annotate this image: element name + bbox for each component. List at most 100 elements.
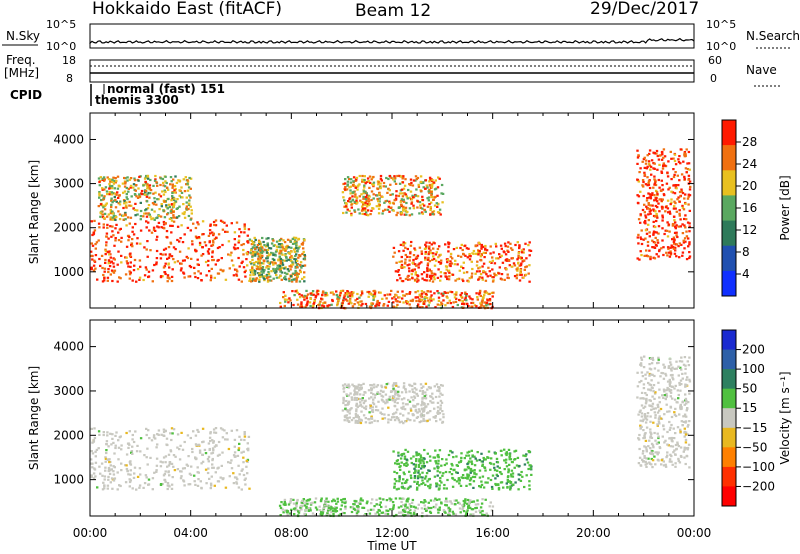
heatmap-cell	[414, 410, 418, 413]
heatmap-cell	[366, 290, 369, 294]
heatmap-cell	[453, 263, 456, 266]
heatmap-cell	[355, 514, 359, 517]
heatmap-cell	[240, 231, 243, 234]
heatmap-cell	[429, 249, 432, 252]
heatmap-cell	[645, 167, 649, 170]
heatmap-cell	[286, 298, 289, 301]
heatmap-cell	[362, 402, 366, 405]
heatmap-cell	[447, 453, 451, 457]
heatmap-cell	[259, 242, 262, 246]
heatmap-cell	[390, 289, 393, 292]
heatmap-cell	[649, 428, 652, 431]
heatmap-cell	[677, 397, 680, 400]
heatmap-cell	[289, 498, 293, 501]
heatmap-cell	[233, 445, 236, 448]
heatmap-cell	[648, 235, 651, 238]
heatmap-cell	[504, 461, 508, 464]
heatmap-cell	[346, 183, 349, 186]
heatmap-cell	[247, 435, 251, 438]
heatmap-cell	[339, 513, 342, 516]
heatmap-cell	[225, 224, 228, 227]
heatmap-cell	[402, 241, 405, 244]
heatmap-cell	[92, 264, 96, 267]
heatmap-cell	[245, 258, 248, 261]
heatmap-cell	[400, 500, 403, 504]
heatmap-cell	[194, 434, 198, 437]
heatmap-cell	[154, 178, 157, 181]
heatmap-cell	[160, 226, 163, 229]
heatmap-cell	[446, 277, 449, 281]
heatmap-cell	[196, 277, 200, 280]
heatmap-cell	[340, 504, 343, 507]
heatmap-cell	[242, 473, 246, 477]
heatmap-cell	[233, 243, 237, 246]
heatmap-cell	[397, 390, 400, 393]
heatmap-cell	[178, 458, 182, 461]
heatmap-cell	[484, 247, 487, 250]
nsky-tick-bottom: 10^0	[46, 40, 76, 53]
heatmap-cell	[682, 420, 685, 423]
heatmap-cell	[471, 475, 475, 478]
heatmap-cell	[653, 367, 657, 370]
heatmap-cell	[660, 171, 664, 174]
heatmap-cell	[687, 245, 690, 248]
heatmap-cell	[523, 463, 527, 466]
heatmap-cell	[402, 386, 405, 389]
heatmap-cell	[483, 294, 486, 297]
heatmap-cell	[411, 194, 414, 197]
heatmap-cell	[498, 471, 502, 474]
heatmap-cell	[110, 235, 113, 238]
heatmap-cell	[341, 384, 345, 387]
heatmap-cell	[669, 150, 672, 153]
heatmap-cell	[475, 252, 478, 255]
heatmap-cell	[170, 427, 174, 430]
heatmap-cell	[106, 434, 109, 437]
heatmap-cell	[502, 250, 505, 253]
heatmap-cell	[441, 294, 444, 297]
heatmap-cell	[177, 215, 181, 218]
heatmap-cell	[117, 196, 120, 199]
heatmap-cell	[120, 462, 123, 465]
heatmap-cell	[507, 468, 510, 471]
heatmap-cell	[408, 291, 412, 294]
heatmap-cell	[350, 510, 354, 514]
heatmap-cell	[131, 226, 134, 229]
heatmap-cell	[91, 466, 94, 469]
heatmap-cell	[326, 504, 329, 507]
heatmap-cell	[212, 220, 216, 224]
heatmap-cell	[139, 229, 143, 232]
heatmap-cell	[148, 213, 151, 216]
heatmap-cell	[347, 383, 350, 386]
heatmap-cell	[258, 274, 261, 277]
heatmap-cell	[350, 203, 353, 206]
heatmap-cell	[107, 475, 110, 478]
heatmap-cell	[420, 482, 423, 486]
heatmap-cell	[370, 384, 373, 387]
heatmap-cell	[472, 252, 475, 255]
heatmap-cell	[246, 234, 249, 237]
heatmap-cell	[413, 480, 416, 483]
heatmap-cell	[425, 461, 429, 464]
heatmap-cell	[415, 416, 419, 419]
heatmap-cell	[417, 503, 420, 506]
heatmap-cell	[491, 487, 494, 490]
heatmap-cell	[418, 421, 421, 424]
heatmap-cell	[115, 193, 118, 196]
heatmap-cell	[425, 279, 428, 282]
heatmap-cell	[396, 279, 399, 282]
heatmap-cell	[289, 256, 292, 259]
heatmap-cell	[500, 247, 503, 250]
heatmap-cell	[152, 226, 156, 229]
heatmap-cell	[383, 201, 386, 204]
heatmap-cell	[300, 266, 303, 269]
heatmap-cell	[658, 198, 661, 201]
heatmap-cell	[396, 174, 399, 178]
power-ylabel: Slant Range [km]	[27, 160, 41, 264]
heatmap-cell	[673, 437, 676, 440]
heatmap-cell	[156, 184, 159, 187]
heatmap-cell	[90, 268, 93, 271]
heatmap-cell	[201, 427, 205, 430]
heatmap-cell	[445, 268, 448, 271]
heatmap-cell	[669, 203, 672, 206]
heatmap-cell	[361, 174, 364, 178]
